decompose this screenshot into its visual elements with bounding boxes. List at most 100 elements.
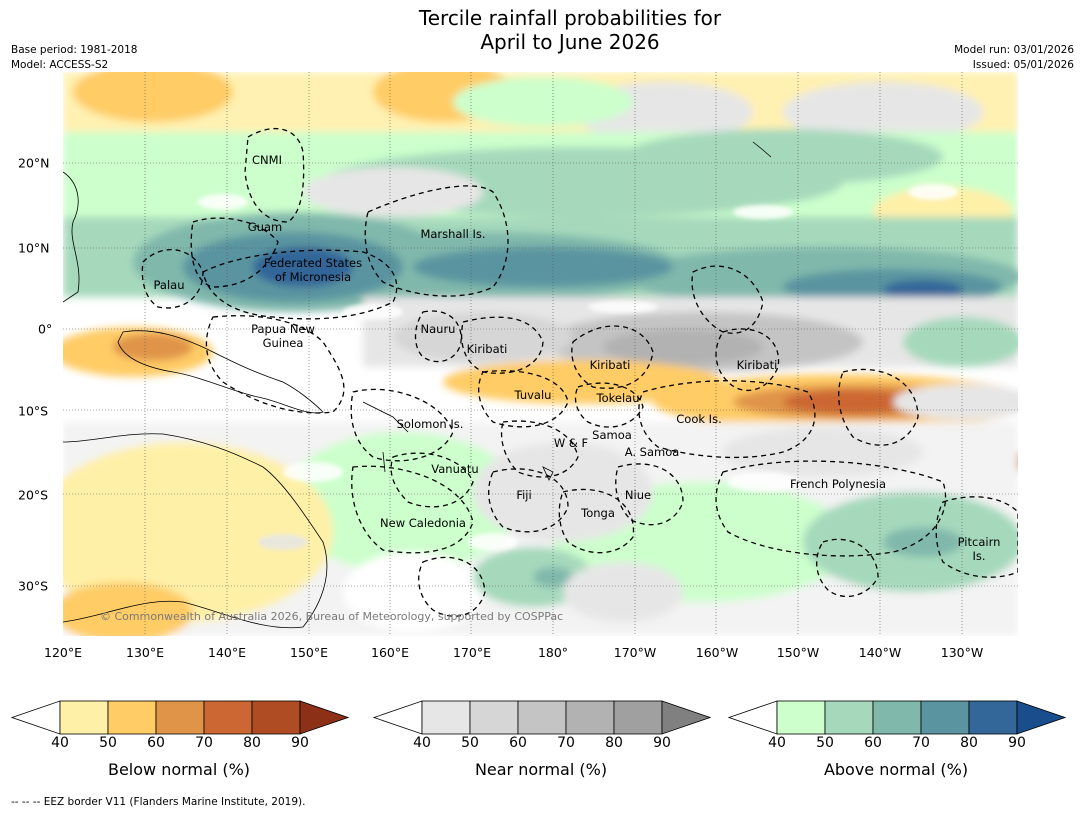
label-vanuatu: Vanuatu — [431, 462, 479, 476]
colorbar-segment — [59, 700, 109, 735]
coastlines — [63, 141, 772, 629]
colorbar-tick: 50 — [99, 735, 117, 751]
fiji-coast — [542, 466, 554, 481]
new-guinea-coast — [117, 330, 324, 414]
eez-nauru — [414, 310, 462, 363]
x-tick: 140°E — [207, 645, 247, 660]
label-tonga: Tonga — [581, 506, 615, 520]
y-tick: 10°S — [18, 403, 49, 419]
label-cnmi: CNMI — [252, 153, 282, 167]
eez-cook-islands — [638, 380, 816, 459]
label-micronesia-line-1: Federated States — [263, 256, 363, 270]
x-tick: 180° — [537, 645, 569, 660]
eez-tokelau — [574, 382, 644, 428]
colorbar-high-extension — [1016, 700, 1066, 735]
colorbar-tick: 80 — [243, 735, 261, 751]
eez-french-polynesia-north — [838, 368, 919, 446]
label-tokelau: Tokelau — [596, 391, 640, 405]
colorbar-tick: 60 — [147, 735, 165, 751]
eez-footnote: -- -- -- EEZ border V11 (Flanders Marine… — [11, 796, 306, 808]
colorbar-tick: 50 — [816, 735, 834, 751]
meta-left: Base period: 1981-2018 Model: ACCESS-S2 — [11, 43, 137, 73]
label-samoa: Samoa — [592, 428, 632, 442]
colorbar-segment — [469, 700, 519, 735]
colorbar-0 — [11, 700, 349, 735]
y-tick: 20°S — [18, 487, 49, 503]
label-guam: Guam — [247, 220, 283, 234]
eez-solomon-islands — [350, 388, 454, 462]
label-kiribati-central: Kiribati — [589, 358, 631, 372]
colorbar-segment — [421, 700, 471, 735]
colorbar-segment — [155, 700, 205, 735]
model-name: Model: ACCESS-S2 — [11, 59, 109, 71]
colorbar-tick: 80 — [605, 735, 623, 751]
copyright-notice: © Commonwealth of Australia 2026, Bureau… — [100, 610, 564, 623]
colorbar-segment — [517, 700, 567, 735]
eez-tuvalu — [478, 370, 569, 428]
x-tick: 150°W — [776, 645, 820, 660]
eez-kiribati-west — [460, 316, 544, 374]
eez-kiribati-central — [571, 325, 654, 389]
label-palau: Palau — [153, 278, 185, 292]
vanuatu-coast — [382, 451, 386, 473]
colorbar-segment — [872, 700, 922, 735]
eez-micronesia — [202, 249, 398, 320]
colorbar-title: Near normal (%) — [474, 760, 608, 779]
colorbar-segment — [251, 700, 301, 735]
eez-new-caledonia — [351, 465, 474, 554]
label-marshall-islands: Marshall Is. — [420, 227, 486, 241]
x-tick: 130°W — [940, 645, 984, 660]
label-kiribati-east: Kiribati — [736, 358, 778, 372]
eez-marshall-islands — [364, 185, 509, 297]
eez-niue — [615, 463, 684, 526]
australia-coast — [63, 433, 328, 629]
eez-fiji — [488, 468, 569, 533]
colorbar-title: Above normal (%) — [823, 760, 969, 779]
colorbar-segment — [776, 700, 826, 735]
eez-norfolk — [418, 556, 486, 617]
colorbar-high-extension — [299, 700, 349, 735]
map-title: Tercile rainfall probabilities for April… — [0, 6, 1085, 54]
colorbar-tick: 40 — [768, 735, 786, 751]
base-period: Base period: 1981-2018 — [11, 44, 138, 56]
colorbar-tick: 40 — [413, 735, 431, 751]
colorbar-low-extension — [728, 700, 778, 735]
title-line-2: April to June 2026 — [480, 30, 660, 54]
x-tick: 160°E — [370, 645, 410, 660]
model-run: Model run: 03/01/2026 — [954, 44, 1074, 56]
x-tick: 160°W — [695, 645, 739, 660]
colorbar-tick: 50 — [461, 735, 479, 751]
y-tick: 10°N — [18, 240, 50, 256]
colorbar-2 — [728, 700, 1066, 735]
x-tick: 140°W — [858, 645, 902, 660]
eez-kiribati-east — [715, 328, 780, 391]
label-nauru: Nauru — [420, 322, 456, 336]
label-american-samoa: A. Samoa — [624, 445, 680, 459]
x-tick: 170°W — [613, 645, 657, 660]
colorbar-tick: 60 — [509, 735, 527, 751]
colorbar-tick: 90 — [291, 735, 309, 751]
colorbar-tick: 70 — [912, 735, 930, 751]
colorbar-tick: 70 — [557, 735, 575, 751]
colorbar-tick: 40 — [51, 735, 69, 751]
colorbar-low-extension — [373, 700, 423, 735]
label-solomon-islands: Solomon Is. — [396, 417, 464, 431]
colorbar-tick: 90 — [1008, 735, 1026, 751]
philippines-coast — [63, 171, 80, 303]
label-png-line-2: Guinea — [262, 336, 304, 350]
issued-date: Issued: 05/01/2026 — [972, 59, 1074, 71]
colorbar-segment — [613, 700, 663, 735]
colorbar-segment — [203, 700, 253, 735]
probability-fields — [63, 72, 1018, 636]
colorbar-segment — [565, 700, 615, 735]
x-tick: 150°E — [289, 645, 329, 660]
colorbar-tick: 80 — [960, 735, 978, 751]
y-tick: 0° — [38, 321, 53, 337]
label-fiji: Fiji — [516, 488, 532, 502]
label-kiribati-west: Kiribati — [466, 342, 508, 356]
label-french-polynesia: French Polynesia — [789, 477, 887, 491]
x-tick: 130°E — [125, 645, 165, 660]
field-texture — [83, 152, 958, 551]
eez-wallis-futuna — [500, 420, 579, 478]
label-new-caledonia: New Caledonia — [380, 516, 466, 530]
